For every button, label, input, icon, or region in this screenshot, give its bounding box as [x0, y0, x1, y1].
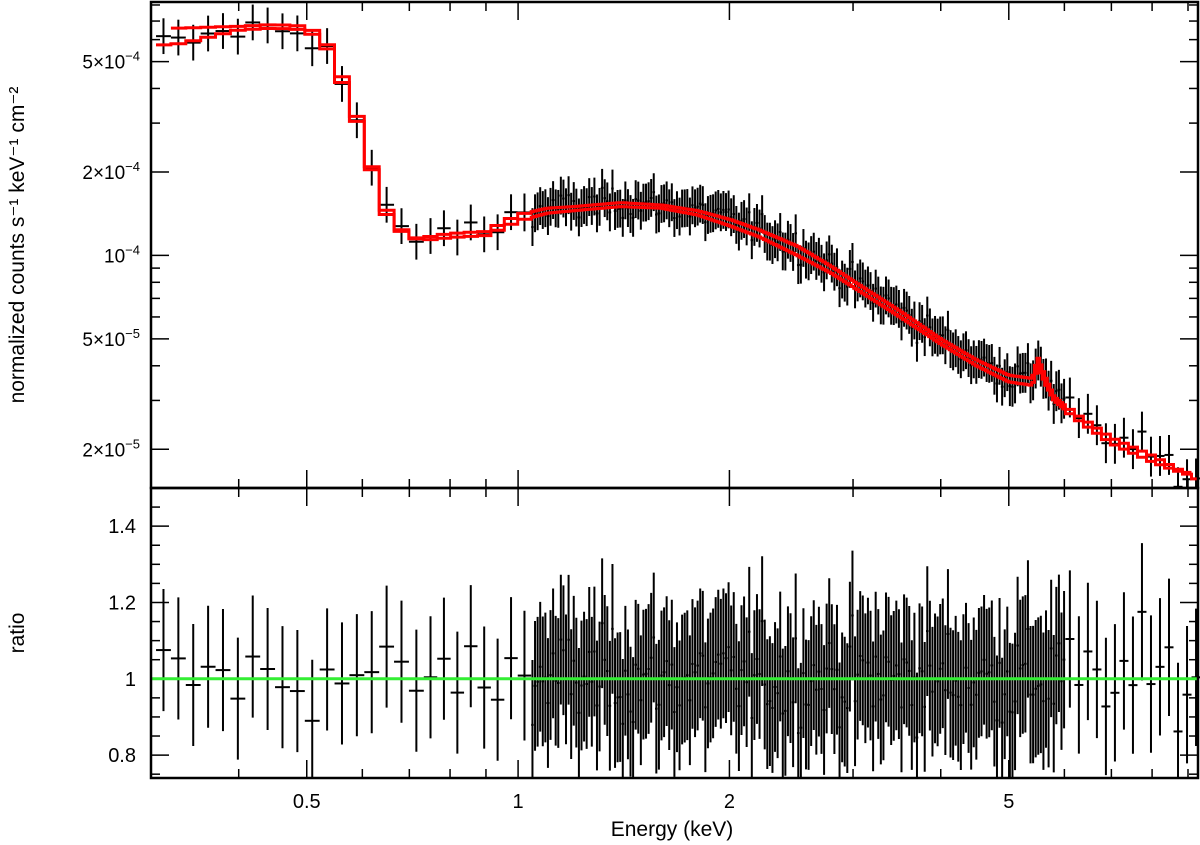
model-curve-2	[170, 23, 1192, 474]
ratio-data-points	[156, 543, 1200, 778]
spectrum-ticks	[150, 2, 1198, 488]
spectrum-panel: 5×10−4 2×10−4 10−4 5×10−5 2×10−5	[82, 2, 1200, 488]
y-tick-label: 5×10−4	[82, 49, 140, 74]
y-tick-label: 5×10−5	[82, 326, 140, 351]
ratio-panel: 0.5 1 2 5 0.8 1 1.2 1.4	[108, 488, 1200, 813]
spectrum-data-points	[156, 4, 1200, 488]
spectrum-frame	[149, 0, 1200, 490]
y-tick-label: 10−4	[104, 242, 140, 267]
y-tick-label: 1.2	[108, 592, 136, 614]
ratio-y-axis-label: ratio	[6, 613, 29, 654]
y-tick-label: 0.8	[108, 745, 136, 767]
x-tick-label: 2	[724, 791, 735, 813]
ratio-tick-labels: 0.5 1 2 5 0.8 1 1.2 1.4	[108, 516, 1014, 813]
x-axis-label: Energy (keV)	[611, 818, 734, 841]
y-tick-label: 1.4	[108, 516, 136, 538]
y-tick-label: 2×10−5	[82, 436, 140, 461]
x-tick-label: 0.5	[293, 791, 321, 813]
spectrum-model-curves	[156, 23, 1198, 481]
x-tick-label: 5	[1003, 791, 1014, 813]
ratio-frame	[149, 486, 1200, 780]
spectrum-tick-labels: 5×10−4 2×10−4 10−4 5×10−5 2×10−5	[82, 49, 140, 462]
y-tick-label: 2×10−4	[82, 159, 140, 184]
y-tick-label: 1	[125, 669, 136, 691]
spectrum-y-axis-label: normalized counts s⁻¹ keV⁻¹ cm⁻²	[6, 87, 29, 404]
x-tick-label: 1	[513, 791, 524, 813]
model-curve-1	[156, 27, 1198, 481]
